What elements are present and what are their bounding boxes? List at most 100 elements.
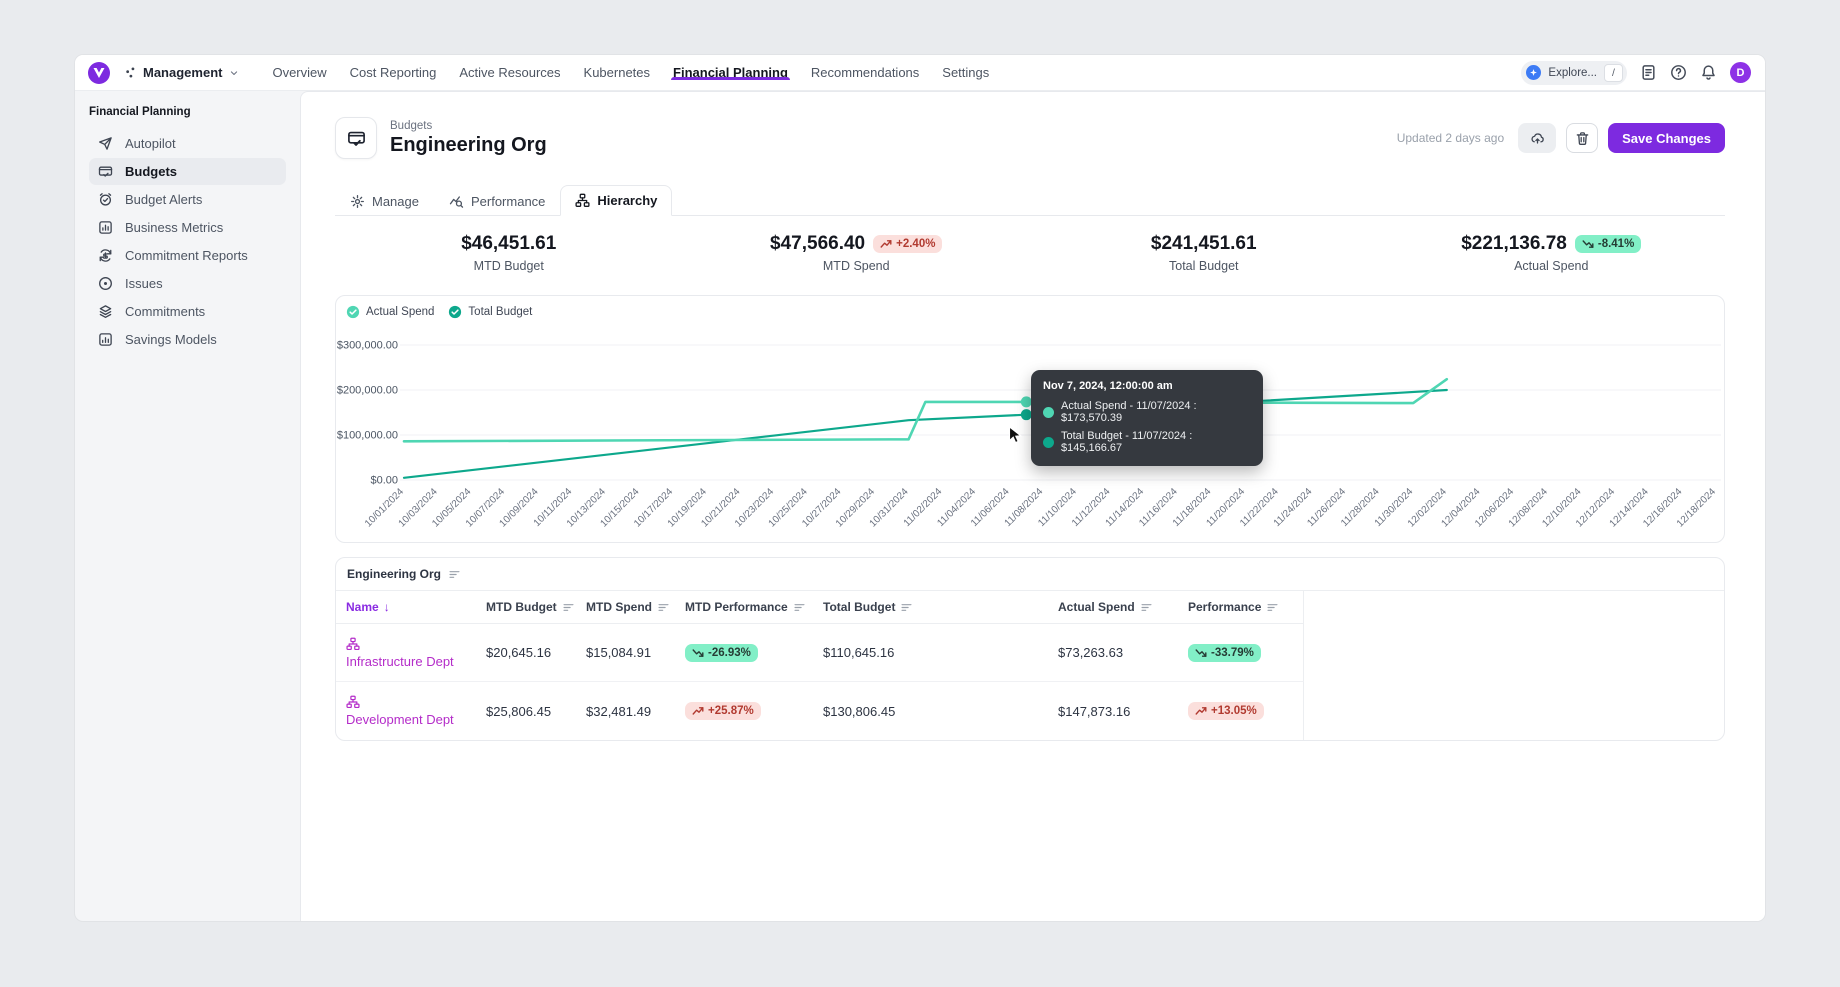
column-header-mtd-spend[interactable]: MTD Spend [586,591,685,623]
user-avatar[interactable]: D [1730,62,1751,83]
notifications-bell-icon[interactable] [1700,64,1717,81]
sidebar-section-title: Financial Planning [89,106,191,118]
budget-line-chart: $0.00$100,000.00$200,000.00$300,000.0010… [337,340,1721,530]
help-icon[interactable] [1670,64,1687,81]
column-header-actual-spend[interactable]: Actual Spend [1058,591,1188,623]
table-cell: $15,084.91 [586,645,652,660]
trend-search-icon [449,195,464,208]
hierarchy-icon [346,695,360,709]
tab-manage[interactable]: Manage [335,185,434,216]
alarm-icon [99,193,112,206]
primary-nav: Overview Cost Reporting Active Resources Ku… [272,65,989,80]
stat-actual-spend: $221,136.78 -8.41% Actual Spend [1378,233,1726,273]
gear-icon [351,194,364,208]
sidebar-item-commitments[interactable]: Commitments [89,298,286,325]
refresh-dollar-icon [99,249,112,262]
layers-icon [99,305,112,318]
table-cell: $130,806.45 [823,703,896,719]
table-header-row: Name ↓ MTD Budget MTD Spend MTD Performance T… [336,591,1304,624]
stat-value: $46,451.61 [461,233,557,254]
stat-mtd-budget: $46,451.61 MTD Budget [335,233,683,273]
stat-label: MTD Budget [473,259,544,273]
stat-badge: -8.41% [1574,235,1642,253]
table-cell: $147,873.16 [1058,703,1131,719]
sort-lines-icon [1141,603,1152,611]
column-header-mtd-performance[interactable]: MTD Performance [685,591,823,623]
sidebar-item-budgets[interactable]: Budgets [89,158,286,185]
nav-item-settings[interactable]: Settings [942,65,990,80]
table-cell: -33.79% [1188,624,1304,681]
performance-badge: +13.05% [1188,702,1264,720]
nav-item-cost-reporting[interactable]: Cost Reporting [349,65,437,80]
sort-lines-icon [901,603,912,611]
trend-down-icon [1582,240,1594,248]
sidebar: Financial Planning Autopilot Budgets Budge… [75,91,300,921]
vantage-logo[interactable] [88,61,110,84]
svg-text:$200,000.00: $200,000.00 [337,385,398,397]
sidebar-item-commitment-reports[interactable]: Commitment Reports [89,242,286,269]
save-changes-button[interactable]: Save Changes [1608,123,1725,153]
breadcrumb[interactable]: Budgets [390,119,433,132]
sort-lines-icon [563,603,574,611]
trend-down-icon [1195,648,1207,657]
top-nav: Management Overview Cost Reporting Active … [75,55,1765,91]
row-link-development-dept[interactable]: Development Dept [346,712,454,727]
budget-chart-panel: Actual Spend Total Budget $0.00 $100,000.… [335,295,1725,543]
nav-item-recommendations[interactable]: Recommendations [810,65,920,80]
delete-button[interactable] [1566,123,1599,153]
row-link-infrastructure-dept[interactable]: Infrastructure Dept [346,653,454,669]
table-cell: +25.87% [685,682,823,740]
sidebar-item-business-metrics[interactable]: Business Metrics [89,214,286,241]
performance-badge: +25.87% [685,702,761,720]
legend-actual-spend[interactable]: Actual Spend [346,305,434,319]
trend-up-icon [1195,707,1207,715]
explore-label: Explore... [1548,66,1597,79]
tab-hierarchy[interactable]: Hierarchy [560,185,673,216]
nav-item-overview[interactable]: Overview [272,65,327,80]
table-cell: $32,481.49 [586,703,652,719]
legend-total-budget[interactable]: Total Budget [448,305,532,319]
nav-item-active-resources[interactable]: Active Resources [459,65,561,80]
stat-label: Actual Spend [1514,259,1589,273]
mouse-cursor [1008,426,1023,444]
stat-mtd-spend: $47,566.40 +2.40% MTD Spend [683,233,1031,273]
slash-shortcut-key: / [1604,63,1623,82]
sidebar-item-issues[interactable]: Issues [89,270,286,297]
performance-badge: -33.79% [1188,643,1261,662]
column-header-total-budget[interactable]: Total Budget [823,591,1058,623]
tab-performance[interactable]: Performance [434,185,560,216]
main-content: Budgets Engineering Org Updated 2 days a… [300,91,1765,921]
stat-value: $47,566.40 [770,233,866,254]
table-cell: $110,645.16 [823,645,895,660]
export-cloud-button[interactable] [1518,123,1557,153]
column-header-performance[interactable]: Performance [1188,591,1304,623]
docs-icon[interactable] [1640,64,1657,81]
stat-label: Total Budget [1169,259,1239,273]
sidebar-item-budget-alerts[interactable]: Budget Alerts [89,186,286,213]
explore-spark-icon [1526,65,1542,80]
trend-up-icon [692,707,704,715]
stat-label: MTD Spend [822,259,890,273]
table-title-sort-icon[interactable] [448,568,461,581]
svg-text:$300,000.00: $300,000.00 [337,340,398,352]
column-header-mtd-budget[interactable]: MTD Budget [486,591,586,623]
page-title: Engineering Org [390,133,547,156]
nav-item-financial-planning[interactable]: Financial Planning [671,65,790,80]
updated-timestamp: Updated 2 days ago [1396,131,1505,145]
sort-desc-arrow-icon: ↓ [383,600,390,614]
column-header-name[interactable]: Name ↓ [346,600,390,614]
sort-lines-icon [658,603,669,611]
explore-button[interactable]: Explore... / [1521,60,1627,85]
workspace-switcher[interactable]: Management [120,65,244,80]
sort-lines-icon [1267,603,1278,611]
check-circle-icon [346,305,360,319]
series-dot-icon [1043,406,1054,418]
metrics-icon [99,221,112,234]
sidebar-item-autopilot[interactable]: Autopilot [89,130,286,157]
paper-plane-icon [99,137,112,150]
tooltip-row: Actual Spend - 11/07/2024 : $173,570.39 [1043,400,1251,424]
check-circle-icon [449,305,462,319]
nav-item-kubernetes[interactable]: Kubernetes [583,65,651,80]
performance-badge: -26.93% [685,643,758,662]
sidebar-item-savings-models[interactable]: Savings Models [89,326,286,353]
